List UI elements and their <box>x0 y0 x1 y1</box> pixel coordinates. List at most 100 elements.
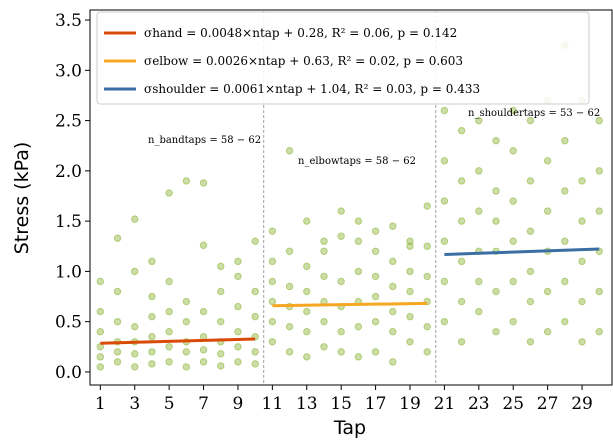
data-point <box>285 348 294 356</box>
data-point <box>251 312 259 321</box>
data-point <box>561 317 569 326</box>
data-point <box>371 272 380 281</box>
plot-frame <box>89 9 613 386</box>
y-tick-label: 3.0 <box>55 61 82 81</box>
annotation: n_shouldertaps = 53 − 62 <box>468 108 600 119</box>
data-point <box>113 317 122 326</box>
data-point <box>561 187 569 195</box>
data-point <box>578 177 586 185</box>
data-point <box>251 360 259 368</box>
data-point <box>268 257 277 266</box>
data-point <box>492 287 500 296</box>
data-point <box>285 282 294 291</box>
data-point <box>199 179 208 187</box>
data-point <box>199 307 208 316</box>
legend-box <box>96 11 590 105</box>
data-point <box>543 207 552 215</box>
data-point <box>492 217 500 225</box>
data-point <box>217 262 225 271</box>
annotation: n_bandtaps = 58 − 62 <box>148 135 261 146</box>
y-tick-label: 0.0 <box>55 363 82 383</box>
data-point <box>217 287 225 296</box>
data-point <box>440 197 449 205</box>
data-point <box>113 358 122 366</box>
data-point <box>234 358 242 366</box>
data-point <box>406 312 414 321</box>
legend: σhand = 0.0048×ntap + 0.28, R² = 0.06, p… <box>96 11 590 105</box>
data-point <box>578 297 586 306</box>
data-point <box>509 277 517 286</box>
data-point <box>113 287 122 296</box>
data-point <box>165 277 173 286</box>
data-point <box>320 247 328 255</box>
data-point <box>526 338 535 346</box>
data-point <box>526 177 535 185</box>
x-tick-label: 15 <box>330 394 352 414</box>
data-point <box>578 217 586 225</box>
data-point <box>595 287 603 296</box>
data-point <box>113 234 122 242</box>
data-point <box>165 307 173 316</box>
fit-line <box>444 247 600 256</box>
data-point <box>251 287 259 296</box>
data-point <box>285 322 294 331</box>
data-point <box>389 222 397 230</box>
data-point <box>406 287 414 296</box>
data-point <box>354 217 363 225</box>
data-point <box>354 237 363 245</box>
x-axis-label: Tap <box>333 417 366 439</box>
data-point <box>182 177 191 185</box>
data-point <box>96 328 105 336</box>
data-point <box>371 292 380 301</box>
data-point <box>440 317 449 326</box>
data-point <box>131 267 139 276</box>
x-tick-label: 5 <box>164 394 175 414</box>
data-point <box>423 348 431 356</box>
x-tick-label: 13 <box>296 394 318 414</box>
data-point <box>131 363 139 371</box>
data-point <box>423 322 431 331</box>
data-point <box>268 227 277 235</box>
data-point <box>457 126 466 135</box>
data-point <box>182 348 191 356</box>
data-point <box>337 277 345 286</box>
data-point <box>199 358 208 366</box>
data-point <box>492 187 500 195</box>
y-tick-label: 2.0 <box>55 162 82 182</box>
data-point <box>543 287 552 296</box>
data-point <box>457 217 466 225</box>
data-point <box>148 312 156 321</box>
data-point <box>509 147 517 155</box>
data-point <box>199 241 208 249</box>
data-point <box>457 338 466 346</box>
data-point <box>268 338 277 346</box>
data-point <box>268 277 277 286</box>
data-point <box>595 207 603 215</box>
data-point <box>371 247 380 255</box>
data-point <box>509 237 517 245</box>
data-point <box>389 358 397 366</box>
x-tick-label: 21 <box>434 394 456 414</box>
data-point <box>509 317 517 326</box>
data-point <box>492 136 500 145</box>
data-point <box>423 202 431 210</box>
data-point <box>371 317 380 326</box>
data-point <box>268 297 277 306</box>
data-point <box>457 297 466 306</box>
legend-label: σelbow = 0.0026×ntap + 0.63, R² = 0.02, … <box>144 54 463 68</box>
data-point <box>131 322 139 331</box>
y-tick-label: 1.0 <box>55 262 82 282</box>
data-point <box>578 338 586 346</box>
data-point <box>251 237 259 245</box>
data-point <box>148 333 156 341</box>
data-point <box>234 257 242 266</box>
x-tick-label: 19 <box>399 394 421 414</box>
x-tick-label: 7 <box>198 394 209 414</box>
data-point <box>526 297 535 306</box>
data-point <box>303 262 311 271</box>
data-point <box>113 348 122 356</box>
data-point <box>148 257 156 266</box>
data-point <box>509 197 517 205</box>
data-point <box>303 217 311 225</box>
data-point <box>561 277 569 286</box>
